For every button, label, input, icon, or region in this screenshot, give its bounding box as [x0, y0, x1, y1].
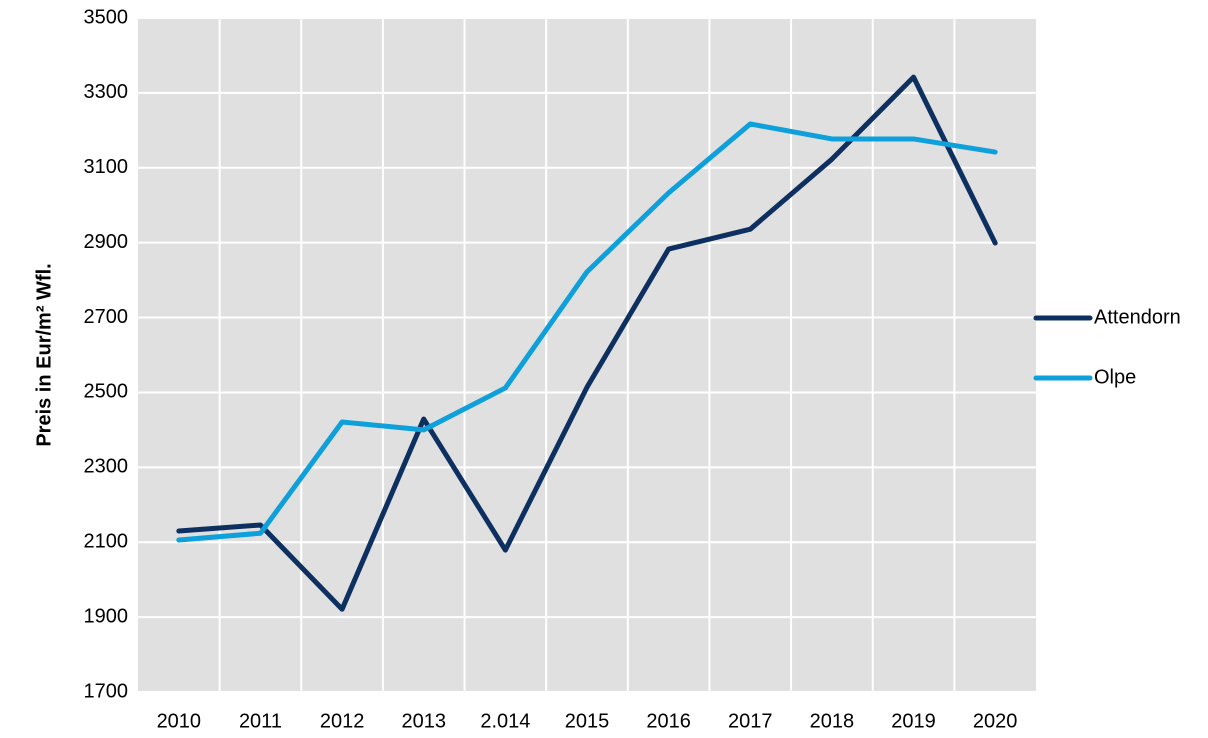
y-tick-label: 1900: [84, 605, 129, 627]
y-tick-label: 2500: [84, 381, 129, 403]
legend-label: Olpe: [1094, 366, 1136, 388]
x-tick-label: 2017: [728, 710, 773, 732]
series-line: [176, 74, 998, 612]
x-tick-label: 2010: [157, 710, 202, 732]
y-tick-label: 1700: [84, 680, 129, 702]
y-tick-label: 2300: [84, 456, 129, 478]
x-tick-label: 2016: [646, 710, 691, 732]
y-tick-label: 2100: [84, 531, 129, 553]
x-tick-label: 2013: [401, 710, 446, 732]
x-tick-label: 2020: [973, 710, 1018, 732]
series-line: [176, 121, 998, 543]
y-tick-label: 3100: [84, 156, 129, 178]
x-tick-label: 2.014: [480, 710, 530, 732]
x-tick-label: 2012: [320, 710, 365, 732]
y-tick-label: 3500: [84, 6, 129, 28]
y-tick-label: 3300: [84, 81, 129, 103]
legend-label: Attendorn: [1094, 306, 1181, 328]
y-tick-label: 2700: [84, 306, 129, 328]
x-tick-label: 2019: [891, 710, 936, 732]
x-tick-label: 2018: [810, 710, 855, 732]
y-tick-label: 2900: [84, 231, 129, 253]
x-tick-label: 2015: [565, 710, 610, 732]
y-axis-label: Preis in Eur/m² Wfl.: [33, 263, 55, 446]
x-tick-label: 2011: [239, 710, 282, 732]
plot-area: [138, 18, 1036, 692]
